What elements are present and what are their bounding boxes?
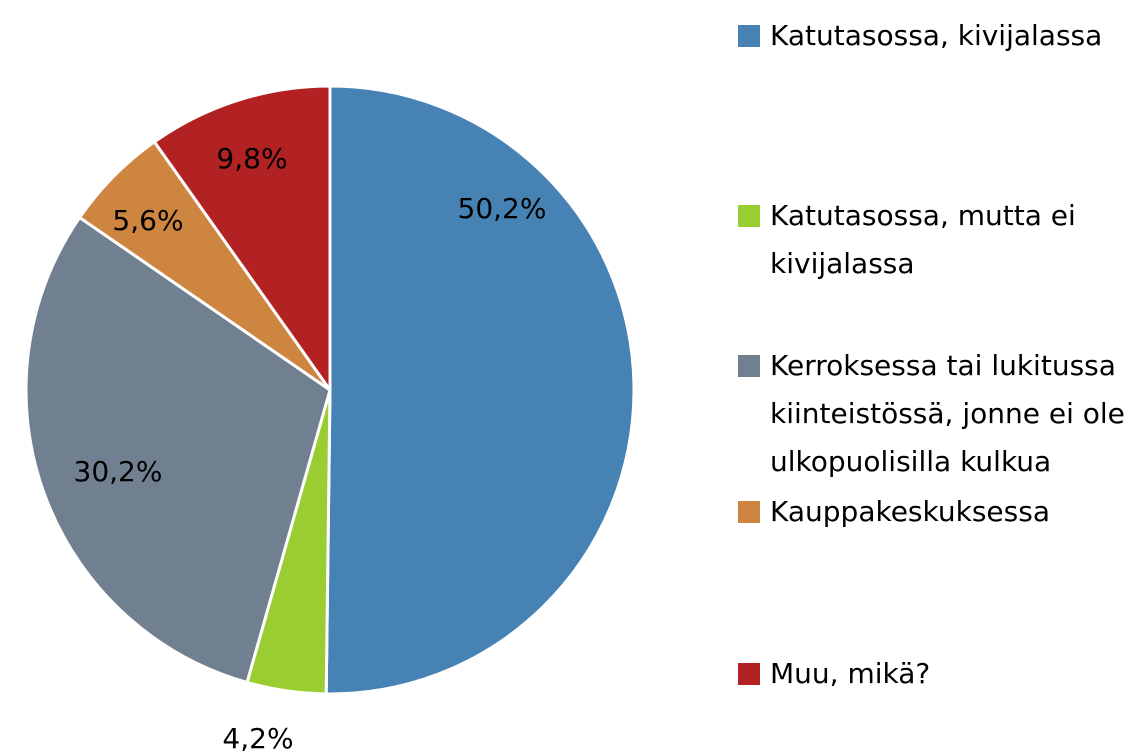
legend-swatch <box>738 663 760 685</box>
pie-slice <box>152 84 332 395</box>
data-label: 5,6% <box>112 204 183 237</box>
legend-swatch <box>738 205 760 227</box>
legend-label: Katutasossa, mutta ei kivijalassa <box>770 199 1076 280</box>
pie-slice <box>24 215 332 685</box>
legend-swatch <box>738 501 760 523</box>
legend-label: Kerroksessa tai lukitussa kiinteistössä,… <box>770 349 1125 478</box>
legend-item: Kauppakeskuksessa <box>738 488 1128 536</box>
legend-item: Katutasossa, kivijalassa <box>738 12 1128 60</box>
data-label: 30,2% <box>74 455 163 488</box>
data-label: 9,8% <box>216 142 287 175</box>
data-label: 4,2% <box>222 722 293 753</box>
legend-label: Kauppakeskuksessa <box>770 495 1050 528</box>
legend-swatch <box>738 25 760 47</box>
data-label: 50,2% <box>458 192 547 225</box>
pie-slice <box>324 84 636 696</box>
legend-item: Katutasossa, mutta ei kivijalassa <box>738 192 1128 288</box>
legend-label: Muu, mikä? <box>770 657 931 690</box>
legend-item: Muu, mikä? <box>738 650 1128 698</box>
legend-label: Katutasossa, kivijalassa <box>770 19 1103 52</box>
legend-item: Kerroksessa tai lukitussa kiinteistössä,… <box>738 342 1128 486</box>
legend-swatch <box>738 355 760 377</box>
